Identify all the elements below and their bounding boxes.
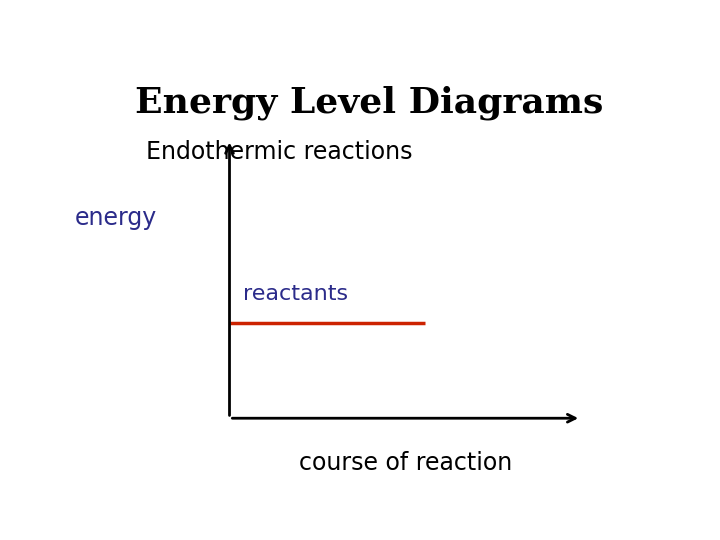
Text: Energy Level Diagrams: Energy Level Diagrams bbox=[135, 85, 603, 120]
Text: course of reaction: course of reaction bbox=[299, 451, 512, 476]
Text: energy: energy bbox=[75, 206, 157, 230]
Text: reactants: reactants bbox=[243, 284, 348, 304]
Text: Endothermic reactions: Endothermic reactions bbox=[145, 140, 413, 164]
